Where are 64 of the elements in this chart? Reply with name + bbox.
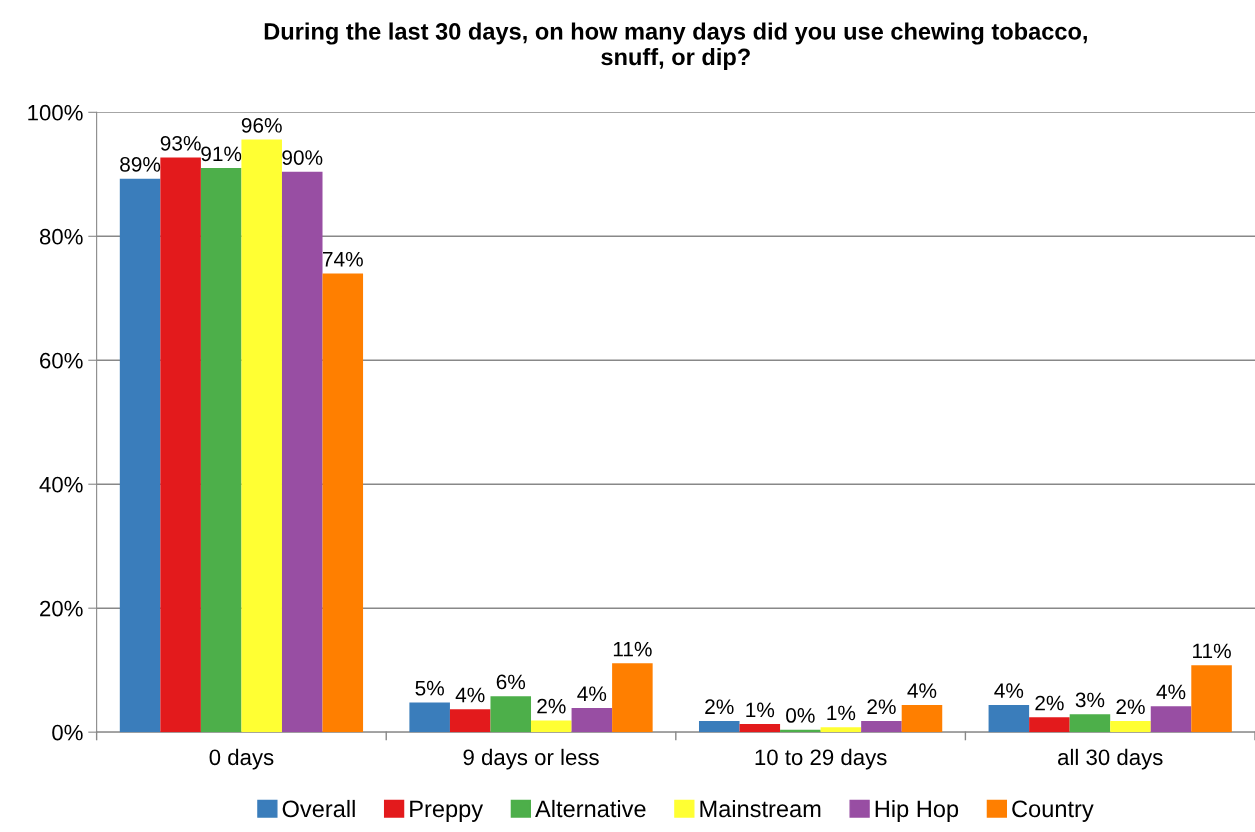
y-tick-label: 0%: [52, 724, 83, 741]
y-tick-label: 20%: [40, 600, 83, 617]
data-label: 89%: [120, 156, 161, 172]
bar: [739, 724, 781, 733]
y-tick-label: 80%: [39, 228, 83, 245]
data-label: 93%: [160, 135, 201, 151]
bar: [409, 702, 450, 733]
bar: [1069, 714, 1111, 733]
data-label: 0%: [786, 708, 815, 723]
bar: [449, 709, 491, 733]
data-label: 2%: [1035, 695, 1064, 711]
bar: [988, 704, 1030, 733]
data-label: 91%: [201, 146, 242, 162]
x-tick-label: 10 to 29 days: [755, 748, 887, 770]
bar: [160, 157, 201, 733]
data-label: 1%: [746, 702, 775, 718]
bar: [241, 139, 282, 733]
x-tick-label: 0 days: [209, 748, 274, 770]
data-label: 4%: [577, 686, 607, 702]
data-label: 1%: [827, 705, 856, 721]
legend-label: Mainstream: [700, 799, 821, 818]
bar: [901, 704, 943, 733]
y-tick-label: 40%: [39, 476, 83, 493]
data-label: 96%: [241, 117, 282, 133]
bar: [1110, 721, 1151, 733]
bar: [1191, 665, 1232, 733]
bar: [531, 720, 572, 733]
data-label: 2%: [867, 699, 896, 715]
y-tick-label: 100%: [28, 104, 83, 121]
bar: [861, 721, 902, 733]
data-label: 4%: [455, 687, 485, 703]
data-label: 11%: [1193, 643, 1231, 659]
bar: [698, 721, 740, 733]
legend-label: Preppy: [410, 800, 484, 822]
data-label: 2%: [1116, 699, 1145, 715]
data-label: 90%: [282, 150, 323, 165]
data-label: 4%: [994, 683, 1024, 698]
data-label: 11%: [613, 641, 652, 657]
bar: [322, 273, 364, 733]
data-label: 74%: [323, 251, 363, 267]
bar: [490, 696, 532, 733]
bar: [820, 727, 862, 733]
bar: [1029, 717, 1070, 733]
data-label: 2%: [705, 699, 734, 715]
x-tick-label: 9 days or less: [463, 748, 599, 770]
legend-label: Country: [1012, 800, 1094, 822]
bar: [281, 171, 323, 733]
data-label: 4%: [1156, 684, 1186, 700]
bar: [119, 178, 161, 733]
y-tick-label: 60%: [40, 352, 83, 369]
x-tick-label: all 30 days: [1058, 748, 1163, 770]
data-label: 6%: [496, 674, 526, 690]
legend-label: Alternative: [535, 799, 646, 818]
legend-label: Hip Hop: [875, 799, 959, 822]
data-label: 2%: [537, 698, 566, 714]
data-label: 4%: [907, 683, 937, 698]
data-label: 5%: [415, 680, 444, 696]
chart-title: During the last 30 days, on how many days did you use chewing tobacco, snuff, or dip?: [264, 22, 1087, 70]
data-label: 3%: [1075, 692, 1105, 708]
legend-label: Overall: [282, 799, 355, 818]
bar: [571, 707, 613, 733]
bar: [200, 168, 242, 733]
bar: [1150, 706, 1192, 733]
bar: [612, 663, 653, 733]
